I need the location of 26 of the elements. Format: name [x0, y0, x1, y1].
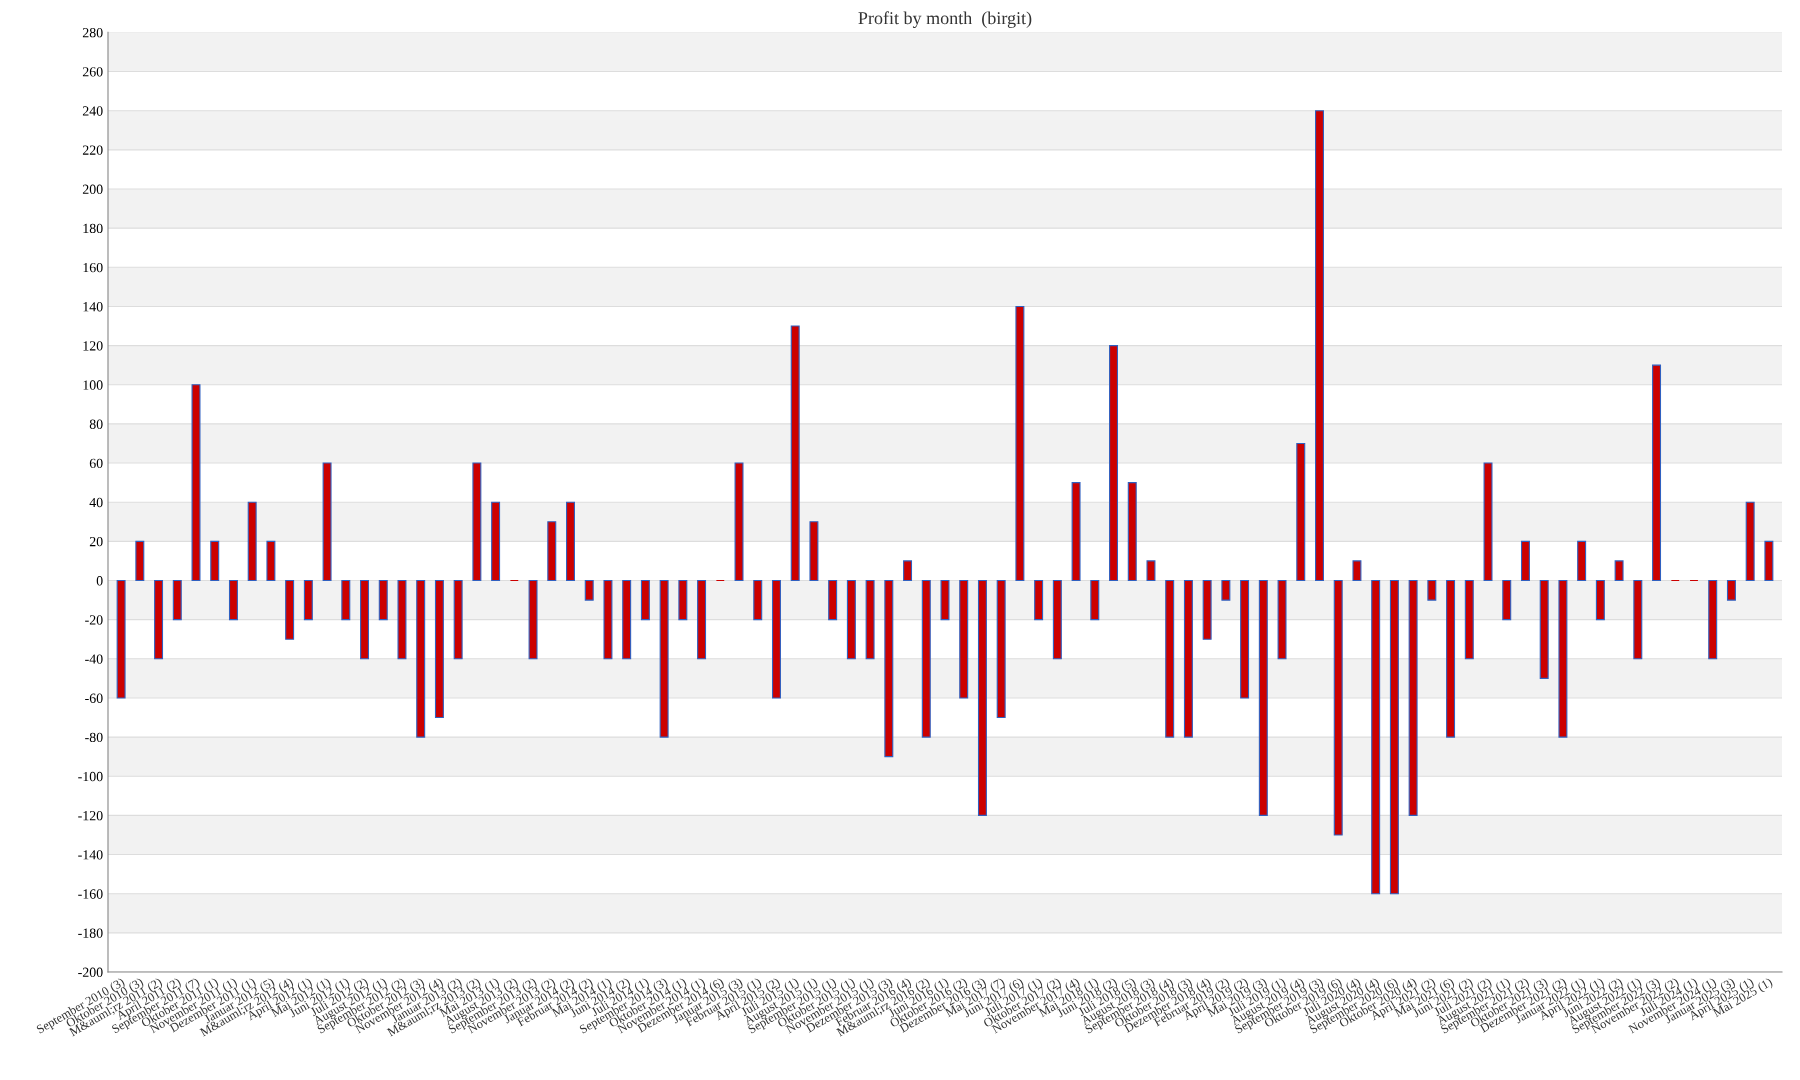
- y-tick-label: -20: [85, 615, 103, 625]
- y-tick-label: -40: [85, 654, 103, 664]
- y-tick-label: -120: [78, 810, 103, 821]
- y-tick-label: 0: [96, 576, 103, 586]
- y-tick-label: 200: [82, 184, 103, 194]
- y-tick-label: -180: [78, 928, 103, 938]
- y-tick-label: 100: [83, 380, 103, 390]
- y-tick-label: 120: [83, 341, 103, 351]
- y-tick-label: -140: [78, 850, 103, 860]
- y-tick-label: 260: [82, 67, 103, 77]
- y-tick-label: 60: [89, 458, 103, 469]
- y-tick-label: -60: [85, 693, 103, 703]
- y-tick-label: -80: [85, 732, 103, 743]
- y-tick-label: -100: [78, 771, 103, 782]
- chart-title: Profit by month (birgit): [858, 11, 1032, 28]
- y-tick-label: 180: [83, 223, 103, 234]
- y-tick-label: 40: [89, 497, 103, 508]
- y-tick-label: -160: [78, 889, 103, 899]
- y-tick-label: 20: [89, 536, 103, 547]
- y-tick-label: 160: [83, 262, 103, 273]
- y-tick-label: -200: [78, 967, 103, 977]
- y-tick-label: 140: [83, 302, 103, 312]
- y-tick-label: 220: [82, 145, 103, 155]
- y-tick-label: 80: [89, 419, 103, 429]
- y-tick-label: 240: [82, 106, 103, 116]
- y-tick-label: 280: [82, 27, 103, 38]
